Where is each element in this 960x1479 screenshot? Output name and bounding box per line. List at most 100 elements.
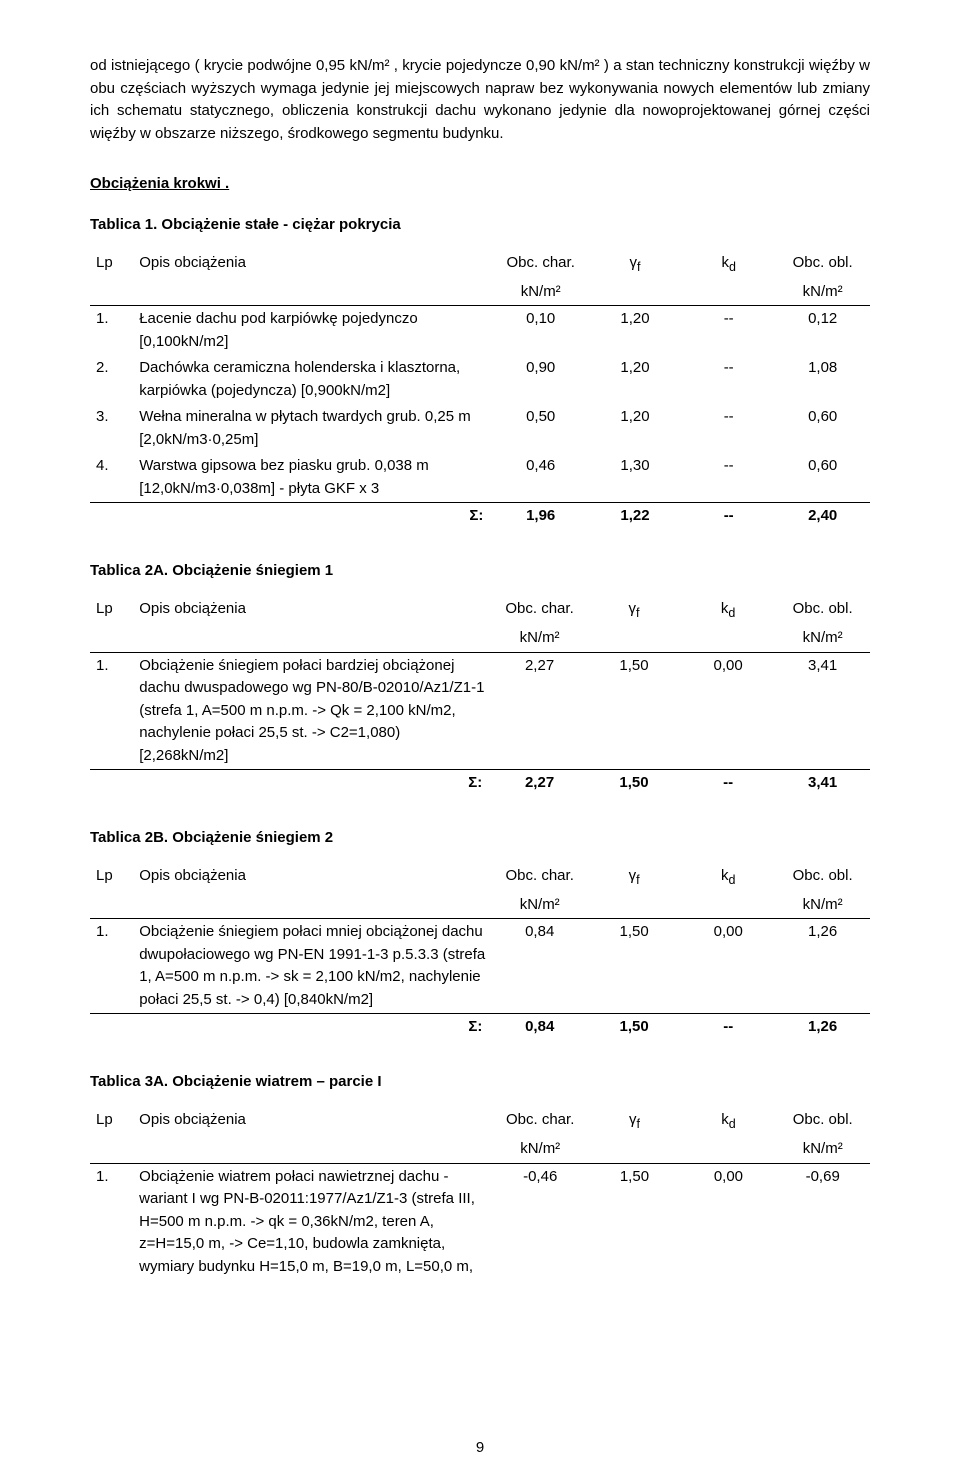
t2ar1-lp: 1. [90,652,133,770]
t1r1-c3: -- [682,306,775,356]
table2b-row1: 1. Obciążenie śniegiem połaci mniej obci… [90,919,870,1014]
table2b-head-row2: kN/m² kN/m² [90,892,870,919]
t1r2-lp: 2. [90,355,133,404]
unit1: kN/m² [493,279,588,306]
document-page: od istniejącego ( krycie podwójne 0,95 k… [0,0,960,1479]
unit1-3a: kN/m² [493,1136,588,1163]
t2bs-c3: -- [681,1014,775,1041]
table1-row2: 2. Dachówka ceramiczna holenderska i kla… [90,355,870,404]
table2a-title: Tablica 2A. Obciążenie śniegiem 1 [90,560,870,583]
t1r1-c4: 0,12 [775,306,870,356]
table2b: Lp Opis obciążenia Obc. char. γf kd Obc.… [90,863,870,1041]
t2ar1-c2: 1,50 [587,652,681,770]
t1r4-c2: 1,30 [588,453,682,503]
t3ar1-c4: -0,69 [775,1163,870,1280]
t1-sigma: Σ: [133,503,493,530]
table2a: Lp Opis obciążenia Obc. char. γf kd Obc.… [90,596,870,796]
col-lp-2a: Lp [90,596,133,625]
t1r1-opis: Łacenie dachu pod karpiówkę pojedynczo [… [133,306,493,356]
intro-paragraph: od istniejącego ( krycie podwójne 0,95 k… [90,55,870,145]
t1r4-lp: 4. [90,453,133,503]
t1r2-c2: 1,20 [588,355,682,404]
table1-row1: 1. Łacenie dachu pod karpiówkę pojedyncz… [90,306,870,356]
t2bs-c2: 1,50 [587,1014,681,1041]
col-opis-3a: Opis obciążenia [133,1107,493,1136]
t1s-c4: 2,40 [775,503,870,530]
table1-row3: 3. Wełna mineralna w płytach twardych gr… [90,404,870,453]
col-obc-obl-2b: Obc. obl. [775,863,870,892]
t2a-sigma: Σ: [133,770,492,797]
table3a: Lp Opis obciążenia Obc. char. γf kd Obc.… [90,1107,870,1280]
t2bs-c4: 1,26 [775,1014,870,1041]
t1r3-c3: -- [682,404,775,453]
table2b-sum-row: Σ: 0,84 1,50 -- 1,26 [90,1014,870,1041]
table2a-head-row2: kN/m² kN/m² [90,625,870,652]
unit1-2a: kN/m² [492,625,587,652]
col-obc-char: Obc. char. [493,250,588,279]
t1s-c3: -- [682,503,775,530]
t1r2-opis: Dachówka ceramiczna holenderska i klaszt… [133,355,493,404]
table2a-head-row1: Lp Opis obciążenia Obc. char. γf kd Obc.… [90,596,870,625]
table3a-row1: 1. Obciążenie wiatrem połaci nawietrznej… [90,1163,870,1280]
t2ar1-opis: Obciążenie śniegiem połaci bardziej obci… [133,652,492,770]
col-opis-2b: Opis obciążenia [133,863,492,892]
t2br1-c1: 0,84 [492,919,587,1014]
t2b-sigma: Σ: [133,1014,492,1041]
t3ar1-c3: 0,00 [681,1163,775,1280]
t1r2-c4: 1,08 [775,355,870,404]
t1r1-lp: 1. [90,306,133,356]
table1-row4: 4. Warstwa gipsowa bez piasku grub. 0,03… [90,453,870,503]
table1-sum-row: Σ: 1,96 1,22 -- 2,40 [90,503,870,530]
unit2-3a: kN/m² [775,1136,870,1163]
col-obc-char-2a: Obc. char. [492,596,587,625]
t1r4-c1: 0,46 [493,453,588,503]
t2as-c4: 3,41 [775,770,870,797]
t2br1-opis: Obciążenie śniegiem połaci mniej obciążo… [133,919,492,1014]
t1r4-c4: 0,60 [775,453,870,503]
table1-title: Tablica 1. Obciążenie stałe - ciężar pok… [90,214,870,237]
t3ar1-lp: 1. [90,1163,133,1280]
col-obc-obl: Obc. obl. [775,250,870,279]
table3a-head-row2: kN/m² kN/m² [90,1136,870,1163]
unit1-2b: kN/m² [492,892,587,919]
col-lp-2b: Lp [90,863,133,892]
t2as-c3: -- [681,770,775,797]
t2br1-c4: 1,26 [775,919,870,1014]
t1r2-c3: -- [682,355,775,404]
t1r3-c4: 0,60 [775,404,870,453]
unit2-2b: kN/m² [775,892,870,919]
table3a-title: Tablica 3A. Obciążenie wiatrem – parcie … [90,1071,870,1094]
table1-head-row2: kN/m² kN/m² [90,279,870,306]
t1r3-c2: 1,20 [588,404,682,453]
page-number: 9 [0,1437,960,1460]
t1r1-c2: 1,20 [588,306,682,356]
t1r4-opis: Warstwa gipsowa bez piasku grub. 0,038 m… [133,453,493,503]
t1s-c1: 1,96 [493,503,588,530]
table2b-title: Tablica 2B. Obciążenie śniegiem 2 [90,827,870,850]
t2bs-c1: 0,84 [492,1014,587,1041]
col-lp-3a: Lp [90,1107,133,1136]
col-gamma-2a: γf [587,596,681,625]
col-lp: Lp [90,250,133,279]
t1r3-c1: 0,50 [493,404,588,453]
col-kd: kd [682,250,775,279]
col-gamma-2b: γf [587,863,681,892]
col-opis-2a: Opis obciążenia [133,596,492,625]
t2br1-c3: 0,00 [681,919,775,1014]
t2ar1-c4: 3,41 [775,652,870,770]
col-kd-2b: kd [681,863,775,892]
t3ar1-opis: Obciążenie wiatrem połaci nawietrznej da… [133,1163,493,1280]
col-obc-char-2b: Obc. char. [492,863,587,892]
t3ar1-c2: 1,50 [587,1163,681,1280]
t2as-c1: 2,27 [492,770,587,797]
t2as-c2: 1,50 [587,770,681,797]
t1r3-opis: Wełna mineralna w płytach twardych grub.… [133,404,493,453]
t1r4-c3: -- [682,453,775,503]
table3a-head-row1: Lp Opis obciążenia Obc. char. γf kd Obc.… [90,1107,870,1136]
t1r3-lp: 3. [90,404,133,453]
col-kd-3a: kd [681,1107,775,1136]
col-obc-obl-3a: Obc. obl. [775,1107,870,1136]
t1r2-c1: 0,90 [493,355,588,404]
table2a-row1: 1. Obciążenie śniegiem połaci bardziej o… [90,652,870,770]
col-obc-char-3a: Obc. char. [493,1107,588,1136]
